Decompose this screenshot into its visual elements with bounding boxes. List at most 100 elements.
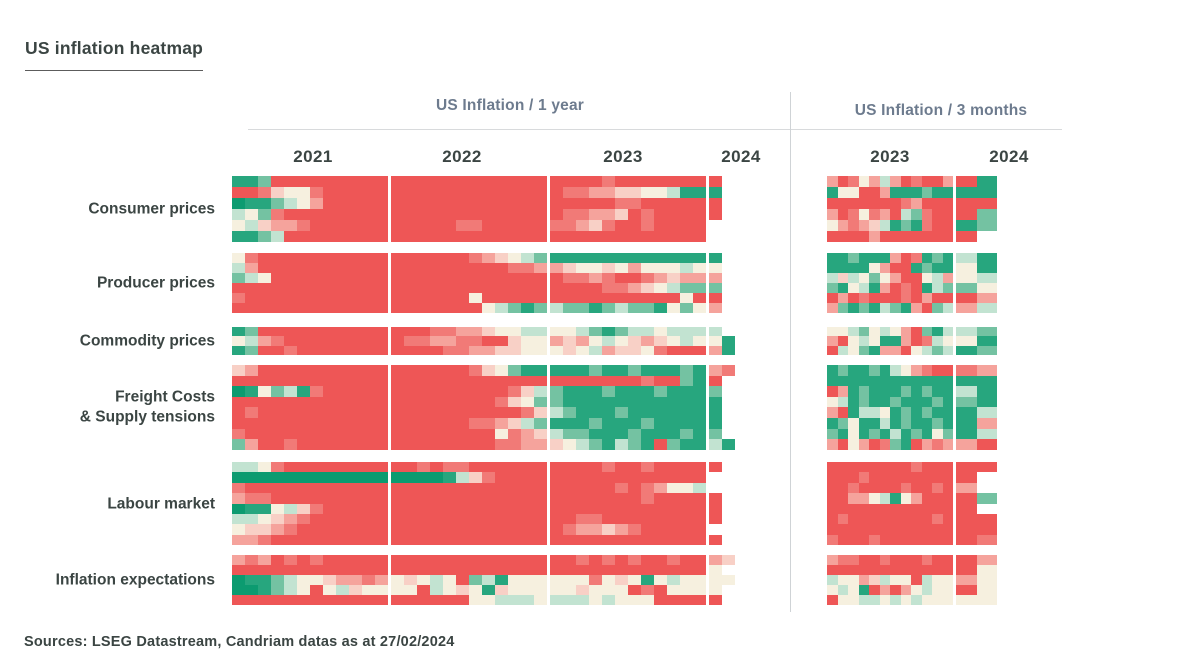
heatmap-cell (245, 555, 258, 565)
heatmap-cell (921, 386, 932, 397)
heatmap-cell (310, 555, 323, 565)
heatmap-cell (641, 534, 654, 546)
heatmap-cell (858, 555, 869, 565)
heatmap-cell (391, 524, 404, 535)
heatmap-cell (576, 585, 589, 595)
heatmap-cell (430, 439, 443, 450)
heatmap-cell (654, 462, 667, 473)
heatmap-cell (827, 439, 838, 450)
heatmap-cell (837, 293, 848, 303)
heatmap-cell (654, 273, 667, 283)
heatmap-cell (602, 283, 615, 293)
heatmap-cell (602, 209, 615, 220)
heatmap-cell (932, 534, 943, 546)
heatmap-cell (391, 585, 404, 595)
heatmap-cell (469, 273, 482, 283)
heatmap-cell (667, 209, 680, 220)
heatmap-cell (232, 273, 245, 283)
heatmap-cell (310, 503, 323, 514)
heatmap-cell (362, 386, 375, 397)
heatmap-cell (858, 198, 869, 209)
heatmap-cell (932, 407, 943, 418)
heatmap-cell (589, 263, 602, 273)
heatmap-cell (375, 273, 388, 283)
heatmap-cell (921, 283, 932, 293)
heatmap-cell (482, 231, 495, 242)
heatmap-cell (667, 575, 680, 585)
heatmap-cell (375, 365, 388, 376)
heatmap-cell (495, 386, 508, 397)
heatmap-cell (349, 187, 362, 198)
heatmap-cell (258, 396, 271, 408)
heatmap-cell (911, 386, 922, 397)
heatmap-cell (602, 407, 615, 418)
heatmap-cell (534, 293, 547, 303)
heatmap-cell (336, 428, 349, 440)
heatmap-block (827, 555, 997, 605)
heatmap-cell (879, 585, 890, 595)
heatmap-cell (482, 575, 495, 585)
heatmap-cell (827, 462, 838, 473)
heatmap-cell (323, 585, 336, 595)
heatmap-cell (469, 327, 482, 337)
heatmap-row (232, 293, 735, 303)
heatmap-cell (550, 585, 563, 595)
heatmap-cell (245, 176, 258, 187)
heatmap-cell (628, 187, 641, 198)
heatmap-cell (602, 220, 615, 231)
heatmap-row (232, 273, 735, 283)
heatmap-row (827, 198, 997, 209)
heatmap-cell (589, 273, 602, 283)
heatmap-cell (858, 209, 869, 220)
heatmap-cell (417, 345, 430, 356)
heatmap-cell (284, 187, 297, 198)
heatmap-cell (680, 472, 693, 483)
heatmap-cell (563, 263, 576, 273)
heatmap-row (827, 503, 997, 514)
heatmap-cell (297, 386, 310, 397)
heatmap-cell (641, 198, 654, 209)
heatmap-cell (495, 345, 508, 356)
heatmap-cell (349, 283, 362, 293)
heatmap-cell (245, 283, 258, 293)
heatmap-cell (879, 336, 890, 346)
heatmap-cell (336, 585, 349, 595)
heatmap-row (827, 220, 997, 231)
heatmap-cell (921, 428, 932, 440)
heatmap-cell (869, 585, 880, 595)
heatmap-cell (508, 575, 521, 585)
heatmap-cell (232, 428, 245, 440)
heatmap-cell (837, 365, 848, 376)
heatmap-cell (362, 220, 375, 231)
heatmap-cell (667, 303, 680, 313)
heatmap-row (827, 283, 997, 293)
heatmap-row (232, 565, 735, 575)
heatmap-cell (521, 283, 534, 293)
heatmap-cell (900, 565, 911, 575)
heatmap-cell (443, 493, 456, 504)
heatmap-cell (469, 198, 482, 209)
heatmap-cell (258, 428, 271, 440)
heatmap-cell (284, 565, 297, 575)
heatmap-cell (245, 345, 258, 356)
heatmap-cell (232, 293, 245, 303)
heatmap-cell (921, 375, 932, 387)
heatmap-row (827, 575, 997, 585)
heatmap-cell (482, 462, 495, 473)
heatmap-cell (869, 396, 880, 408)
heatmap-cell (667, 176, 680, 187)
heatmap-cell (563, 439, 576, 450)
heatmap-cell (443, 187, 456, 198)
heatmap-cell (271, 198, 284, 209)
heatmap-cell (911, 575, 922, 585)
heatmap-cell (495, 417, 508, 429)
heatmap-cell (508, 439, 521, 450)
heatmap-cell (443, 336, 456, 346)
heatmap-cell (942, 513, 953, 525)
heatmap-cell (534, 336, 547, 346)
heatmap-cell (921, 273, 932, 283)
heatmap-cell (589, 375, 602, 387)
heatmap-cell (837, 231, 848, 242)
heatmap-cell (615, 198, 628, 209)
heatmap-row (232, 327, 735, 337)
